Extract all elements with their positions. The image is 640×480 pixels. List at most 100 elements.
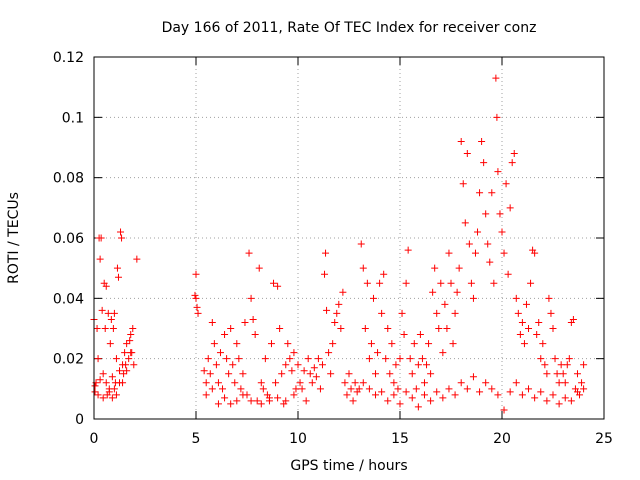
data-point	[443, 325, 451, 332]
data-point	[101, 325, 109, 332]
data-point	[488, 385, 496, 393]
data-point	[520, 340, 528, 348]
data-point	[390, 391, 398, 399]
data-point	[290, 391, 298, 399]
data-point	[347, 385, 355, 393]
data-point	[116, 379, 123, 387]
data-point	[231, 379, 239, 387]
data-point	[469, 373, 477, 381]
data-point	[257, 400, 265, 408]
data-point	[414, 403, 422, 411]
data-point	[484, 240, 492, 248]
y-tick-label: 0.02	[53, 352, 84, 368]
data-point	[537, 355, 545, 363]
data-point	[506, 204, 514, 212]
data-point	[561, 379, 569, 387]
data-point	[99, 370, 107, 378]
x-axis-label: GPS time / hours	[290, 458, 407, 474]
data-point	[402, 279, 410, 287]
data-point	[363, 279, 371, 287]
data-point	[110, 385, 118, 393]
data-point	[569, 315, 577, 323]
data-point	[274, 282, 282, 290]
data-point	[386, 370, 394, 378]
data-point	[192, 294, 200, 302]
data-point	[549, 391, 557, 399]
data-point	[372, 370, 380, 378]
data-point	[237, 385, 245, 393]
data-point	[433, 388, 441, 396]
data-point	[241, 318, 249, 326]
data-point	[518, 391, 526, 399]
data-point	[245, 249, 253, 257]
data-point	[402, 388, 410, 396]
data-point	[102, 282, 110, 290]
data-point	[123, 367, 131, 375]
data-point	[551, 355, 559, 363]
data-point	[427, 397, 435, 405]
data-point	[420, 391, 428, 399]
data-point	[494, 168, 502, 176]
data-point	[512, 294, 520, 302]
data-point	[322, 249, 330, 257]
data-point	[233, 397, 241, 405]
data-point	[202, 391, 210, 399]
data-point	[98, 306, 106, 314]
data-point	[112, 355, 120, 363]
data-point	[431, 264, 439, 272]
data-point	[559, 370, 567, 378]
data-point	[506, 388, 514, 396]
data-point	[555, 400, 563, 408]
data-point	[471, 249, 479, 257]
y-tick-label: 0.1	[62, 110, 84, 126]
data-point	[508, 159, 516, 167]
data-point	[427, 370, 435, 378]
data-point	[331, 318, 339, 326]
data-point	[396, 400, 404, 408]
data-point	[406, 355, 414, 363]
data-point	[547, 309, 555, 317]
data-point	[374, 349, 382, 357]
data-point	[129, 325, 137, 332]
data-point	[461, 219, 469, 227]
data-point	[437, 279, 445, 287]
data-point	[488, 189, 496, 197]
x-tick-label: 5	[192, 431, 201, 447]
data-point	[455, 264, 463, 272]
data-point	[474, 228, 482, 236]
data-point	[449, 340, 457, 348]
data-point	[429, 288, 437, 296]
data-point	[445, 249, 453, 257]
data-point	[91, 382, 99, 390]
data-point	[435, 325, 443, 332]
data-point	[316, 385, 324, 393]
data-point	[423, 361, 431, 369]
data-point	[247, 397, 255, 405]
x-tick-label: 20	[493, 431, 511, 447]
data-point	[563, 361, 571, 369]
data-point	[318, 361, 326, 369]
data-point	[365, 385, 373, 393]
data-point	[96, 255, 104, 263]
data-point	[390, 379, 398, 387]
data-point	[369, 294, 377, 302]
y-tick-label: 0	[75, 412, 84, 428]
data-point	[127, 349, 135, 357]
data-point	[573, 388, 581, 396]
data-point	[290, 349, 298, 357]
chart-title: Day 166 of 2011, Rate Of TEC Index for r…	[162, 20, 537, 36]
data-point	[463, 385, 471, 393]
data-point	[321, 270, 329, 278]
data-point	[518, 318, 526, 326]
data-point	[451, 391, 459, 399]
data-point	[314, 355, 322, 363]
x-tick-label: 25	[595, 431, 613, 447]
data-point	[114, 273, 122, 281]
data-point	[99, 394, 107, 402]
data-point	[274, 394, 282, 402]
data-point	[412, 385, 420, 393]
data-point	[278, 370, 286, 378]
data-point	[445, 385, 453, 393]
data-point	[113, 264, 121, 272]
data-point	[109, 325, 117, 332]
